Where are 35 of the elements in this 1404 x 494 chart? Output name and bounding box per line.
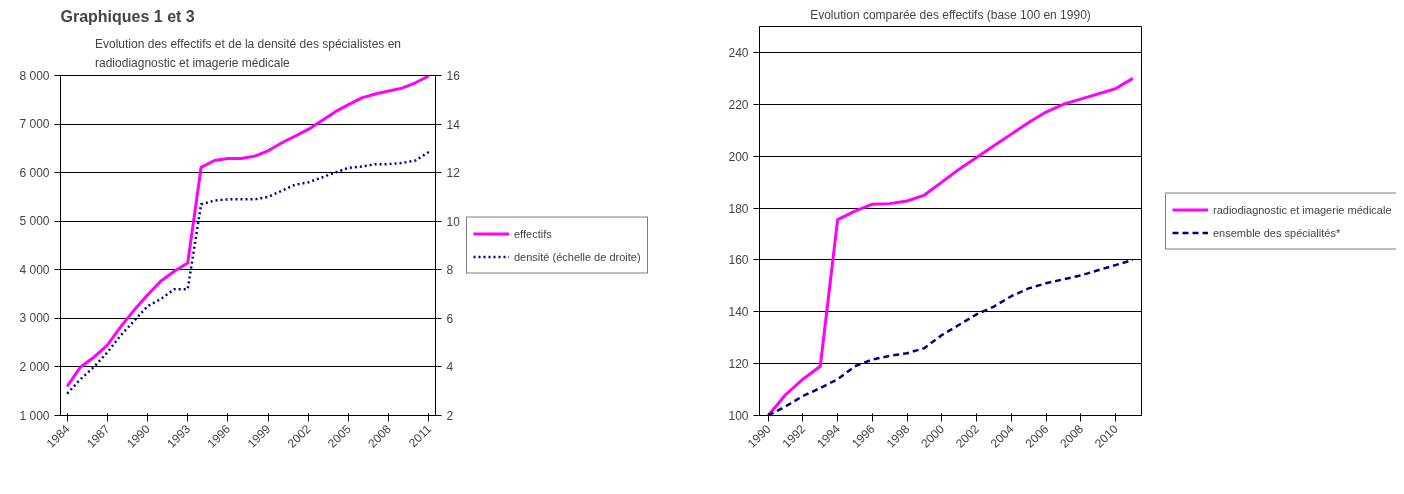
y-tick-label: 240 <box>728 45 749 60</box>
y-tick-label: 2 000 <box>19 359 50 374</box>
y2-tick-label: 12 <box>446 166 461 181</box>
y-tick-label: 100 <box>728 409 749 423</box>
legend-label: effectifs <box>514 227 552 240</box>
y-tick-label: 1 000 <box>19 408 50 423</box>
y-tick-label: 3 000 <box>19 311 50 326</box>
y-tick-label: 220 <box>728 97 749 112</box>
y-tick-label: 7 000 <box>19 117 50 132</box>
y-tick-label: 180 <box>728 201 749 216</box>
legend-label: ensemble des spécialités* <box>1213 226 1341 238</box>
y-tick-label: 4 000 <box>19 262 50 277</box>
y2-tick-label: 8 <box>446 263 454 278</box>
y2-tick-label: 6 <box>446 311 454 326</box>
legend-label: radiodiagnostic et imagerie médicale <box>1213 203 1392 215</box>
y-tick-label: 120 <box>728 357 749 372</box>
chart-title: Evolution des effectifs et de la densité des spécialistes en radiodiagnostic et imagerie médicale <box>95 36 401 71</box>
line-series <box>65 75 431 388</box>
line-series <box>766 258 1135 416</box>
y2-tick-label: 16 <box>446 69 461 83</box>
line-series <box>766 76 1135 416</box>
y2-tick-label: 2 <box>446 409 454 423</box>
y-tick-label: 5 000 <box>19 214 50 229</box>
y-tick-label: 6 000 <box>19 165 50 180</box>
y2-tick-label: 14 <box>446 117 461 132</box>
y-tick-label: 160 <box>728 253 749 268</box>
y-tick-label: 140 <box>728 305 749 320</box>
y-tick-label: 200 <box>728 149 749 164</box>
y-tick-label: 8 000 <box>19 68 50 83</box>
y2-tick-label: 4 <box>446 360 454 375</box>
text: Graphiques 1 et 3 <box>60 7 195 25</box>
line-series <box>65 150 431 395</box>
y2-tick-label: 10 <box>446 214 461 229</box>
chart-title: Evolution comparée des effectifs (base 100 en 1990) <box>810 7 1091 22</box>
legend-label: densité (échelle de droite) <box>514 250 641 263</box>
